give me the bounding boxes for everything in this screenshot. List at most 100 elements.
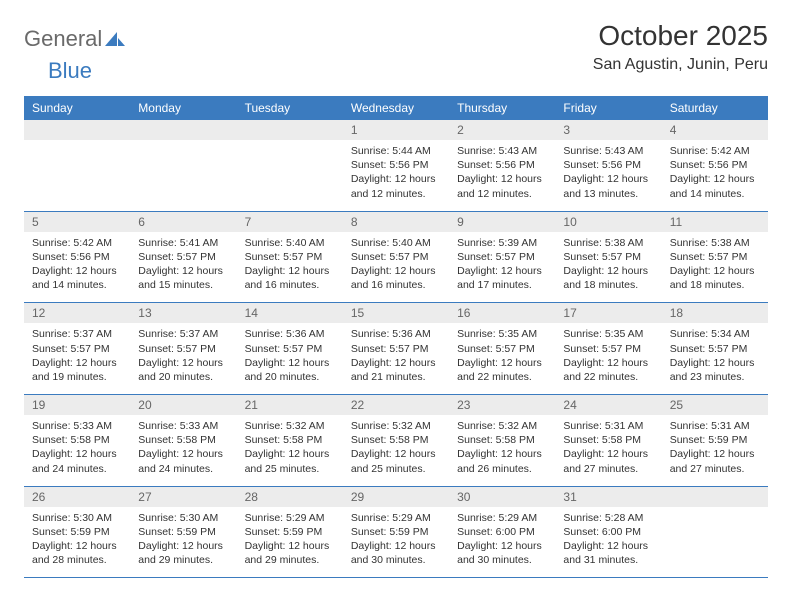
sunset-line: Sunset: 5:58 PM [457,433,547,447]
sunrise-line: Sunrise: 5:29 AM [351,511,441,525]
sunset-line: Sunset: 5:59 PM [245,525,335,539]
cell-body: Sunrise: 5:36 AMSunset: 5:57 PMDaylight:… [343,323,449,394]
cell-body: Sunrise: 5:36 AMSunset: 5:57 PMDaylight:… [237,323,343,394]
brand-logo: General [24,26,127,52]
calendar-week-row: 12Sunrise: 5:37 AMSunset: 5:57 PMDayligh… [24,303,768,395]
daylight-line: Daylight: 12 hours and 24 minutes. [138,447,228,475]
cell-body: Sunrise: 5:33 AMSunset: 5:58 PMDaylight:… [130,415,236,486]
calendar-cell: 18Sunrise: 5:34 AMSunset: 5:57 PMDayligh… [662,303,768,395]
sunset-line: Sunset: 5:57 PM [351,342,441,356]
cell-body: Sunrise: 5:42 AMSunset: 5:56 PMDaylight:… [662,140,768,211]
daylight-line: Daylight: 12 hours and 23 minutes. [670,356,760,384]
sunrise-line: Sunrise: 5:34 AM [670,327,760,341]
day-number: 18 [662,303,768,323]
sunset-line: Sunset: 5:57 PM [670,250,760,264]
sunrise-line: Sunrise: 5:42 AM [670,144,760,158]
weekday-header-row: Sunday Monday Tuesday Wednesday Thursday… [24,96,768,120]
sunrise-line: Sunrise: 5:43 AM [457,144,547,158]
sunset-line: Sunset: 5:59 PM [351,525,441,539]
sunrise-line: Sunrise: 5:37 AM [138,327,228,341]
daylight-line: Daylight: 12 hours and 28 minutes. [32,539,122,567]
sunset-line: Sunset: 5:58 PM [32,433,122,447]
calendar-cell: 27Sunrise: 5:30 AMSunset: 5:59 PMDayligh… [130,486,236,578]
sunset-line: Sunset: 5:58 PM [138,433,228,447]
sunset-line: Sunset: 5:57 PM [563,342,653,356]
daylight-line: Daylight: 12 hours and 22 minutes. [457,356,547,384]
sunrise-line: Sunrise: 5:28 AM [563,511,653,525]
daylight-line: Daylight: 12 hours and 26 minutes. [457,447,547,475]
day-number: 23 [449,395,555,415]
calendar-cell: 12Sunrise: 5:37 AMSunset: 5:57 PMDayligh… [24,303,130,395]
calendar-cell: 17Sunrise: 5:35 AMSunset: 5:57 PMDayligh… [555,303,661,395]
weekday-header: Sunday [24,96,130,120]
calendar-week-row: 26Sunrise: 5:30 AMSunset: 5:59 PMDayligh… [24,486,768,578]
calendar-cell: 7Sunrise: 5:40 AMSunset: 5:57 PMDaylight… [237,211,343,303]
cell-body [130,140,236,200]
day-number: 27 [130,487,236,507]
weekday-header: Saturday [662,96,768,120]
day-number: . [237,120,343,140]
calendar-cell: 9Sunrise: 5:39 AMSunset: 5:57 PMDaylight… [449,211,555,303]
weekday-header: Friday [555,96,661,120]
sunset-line: Sunset: 6:00 PM [563,525,653,539]
day-number: 12 [24,303,130,323]
cell-body: Sunrise: 5:43 AMSunset: 5:56 PMDaylight:… [555,140,661,211]
calendar-week-row: 5Sunrise: 5:42 AMSunset: 5:56 PMDaylight… [24,211,768,303]
sunset-line: Sunset: 5:57 PM [563,250,653,264]
calendar-cell: 6Sunrise: 5:41 AMSunset: 5:57 PMDaylight… [130,211,236,303]
sunrise-line: Sunrise: 5:35 AM [457,327,547,341]
sunset-line: Sunset: 6:00 PM [457,525,547,539]
calendar-cell: 31Sunrise: 5:28 AMSunset: 6:00 PMDayligh… [555,486,661,578]
daylight-line: Daylight: 12 hours and 20 minutes. [138,356,228,384]
sunrise-line: Sunrise: 5:29 AM [245,511,335,525]
sunset-line: Sunset: 5:57 PM [245,250,335,264]
cell-body: Sunrise: 5:30 AMSunset: 5:59 PMDaylight:… [130,507,236,578]
cell-body: Sunrise: 5:43 AMSunset: 5:56 PMDaylight:… [449,140,555,211]
day-number: . [662,487,768,507]
sunset-line: Sunset: 5:57 PM [138,250,228,264]
daylight-line: Daylight: 12 hours and 12 minutes. [457,172,547,200]
calendar-cell: 4Sunrise: 5:42 AMSunset: 5:56 PMDaylight… [662,120,768,211]
day-number: 9 [449,212,555,232]
day-number: 29 [343,487,449,507]
day-number: 1 [343,120,449,140]
sunrise-line: Sunrise: 5:35 AM [563,327,653,341]
day-number: 8 [343,212,449,232]
sunset-line: Sunset: 5:58 PM [351,433,441,447]
brand-word2: Blue [48,58,92,83]
calendar-cell: . [130,120,236,211]
sunrise-line: Sunrise: 5:38 AM [563,236,653,250]
daylight-line: Daylight: 12 hours and 22 minutes. [563,356,653,384]
cell-body: Sunrise: 5:39 AMSunset: 5:57 PMDaylight:… [449,232,555,303]
cell-body: Sunrise: 5:37 AMSunset: 5:57 PMDaylight:… [24,323,130,394]
sunrise-line: Sunrise: 5:29 AM [457,511,547,525]
cell-body: Sunrise: 5:32 AMSunset: 5:58 PMDaylight:… [449,415,555,486]
cell-body: Sunrise: 5:35 AMSunset: 5:57 PMDaylight:… [555,323,661,394]
day-number: 24 [555,395,661,415]
daylight-line: Daylight: 12 hours and 24 minutes. [32,447,122,475]
sunset-line: Sunset: 5:56 PM [32,250,122,264]
cell-body: Sunrise: 5:30 AMSunset: 5:59 PMDaylight:… [24,507,130,578]
cell-body: Sunrise: 5:31 AMSunset: 5:59 PMDaylight:… [662,415,768,486]
sunset-line: Sunset: 5:57 PM [138,342,228,356]
calendar-cell: 2Sunrise: 5:43 AMSunset: 5:56 PMDaylight… [449,120,555,211]
day-number: 13 [130,303,236,323]
calendar-cell: 13 Sunrise: 5:37 AMSunset: 5:57 PMDayligh… [130,303,236,395]
daylight-line: Daylight: 12 hours and 16 minutes. [351,264,441,292]
sunrise-line: Sunrise: 5:36 AM [245,327,335,341]
day-number: 2 [449,120,555,140]
day-number: 20 [130,395,236,415]
daylight-line: Daylight: 12 hours and 31 minutes. [563,539,653,567]
daylight-line: Daylight: 12 hours and 21 minutes. [351,356,441,384]
sunset-line: Sunset: 5:59 PM [32,525,122,539]
sunset-line: Sunset: 5:57 PM [351,250,441,264]
cell-body: Sunrise: 5:29 AMSunset: 5:59 PMDaylight:… [343,507,449,578]
weekday-header: Wednesday [343,96,449,120]
cell-body: Sunrise: 5:41 AMSunset: 5:57 PMDaylight:… [130,232,236,303]
day-number: 15 [343,303,449,323]
calendar-cell: 29Sunrise: 5:29 AMSunset: 5:59 PMDayligh… [343,486,449,578]
sunrise-line: Sunrise: 5:36 AM [351,327,441,341]
cell-body: Sunrise: 5:42 AMSunset: 5:56 PMDaylight:… [24,232,130,303]
calendar-cell: 1Sunrise: 5:44 AMSunset: 5:56 PMDaylight… [343,120,449,211]
day-number: 14 [237,303,343,323]
